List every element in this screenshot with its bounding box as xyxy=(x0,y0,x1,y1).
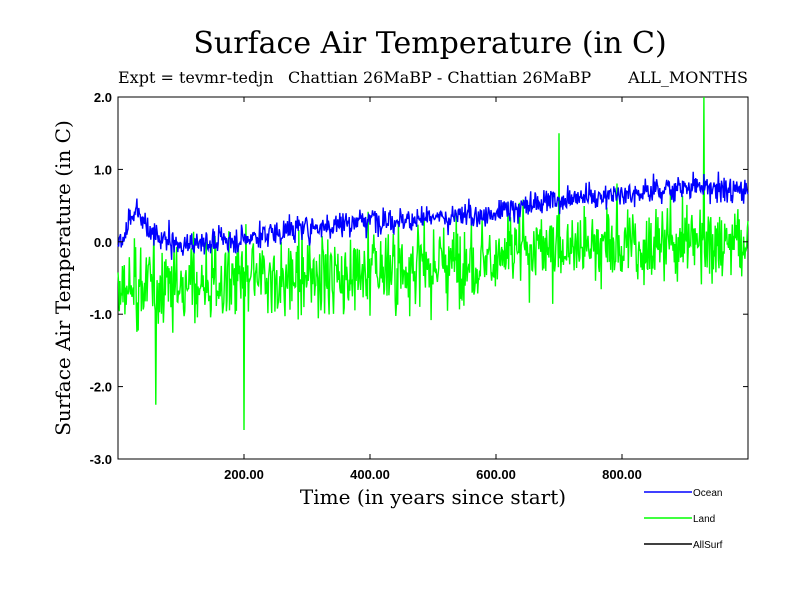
legend-label-allsurf: AllSurf xyxy=(693,540,723,551)
legend: Ocean Land AllSurf xyxy=(644,488,723,551)
y-tick-label: -2.0 xyxy=(90,380,112,395)
x-tick-label: 400.00 xyxy=(350,467,390,482)
axis-layer: -3.0 -2.0 -1.0 0.0 1.0 2.0 200.00 400.00 600.00 8… xyxy=(90,90,748,482)
y-tick-label: -1.0 xyxy=(90,307,112,322)
y-tick-label: -3.0 xyxy=(90,452,112,467)
y-tick-label: 0.0 xyxy=(94,235,112,250)
series-layer xyxy=(117,96,749,431)
x-tick-label: 200.00 xyxy=(224,467,264,482)
legend-label-land: Land xyxy=(693,514,715,525)
x-axis-title: Time (in years since start) xyxy=(300,485,566,509)
x-tick-label: 800.00 xyxy=(602,467,642,482)
months-label: ALL_MONTHS xyxy=(628,68,748,87)
period-label: Chattian 26MaBP - Chattian 26MaBP xyxy=(288,68,592,87)
series-line-ocean xyxy=(117,171,749,260)
y-axis-title: Surface Air Temperature (in C) xyxy=(51,120,75,436)
experiment-label: Expt = tevmr-tedjn xyxy=(118,68,274,87)
chart-title: Surface Air Temperature (in C) xyxy=(193,26,667,61)
series-line-land xyxy=(117,96,749,431)
y-tick-label: 1.0 xyxy=(94,162,112,177)
x-tick-label: 600.00 xyxy=(476,467,516,482)
legend-label-ocean: Ocean xyxy=(693,488,722,499)
y-tick-label: 2.0 xyxy=(94,90,112,105)
